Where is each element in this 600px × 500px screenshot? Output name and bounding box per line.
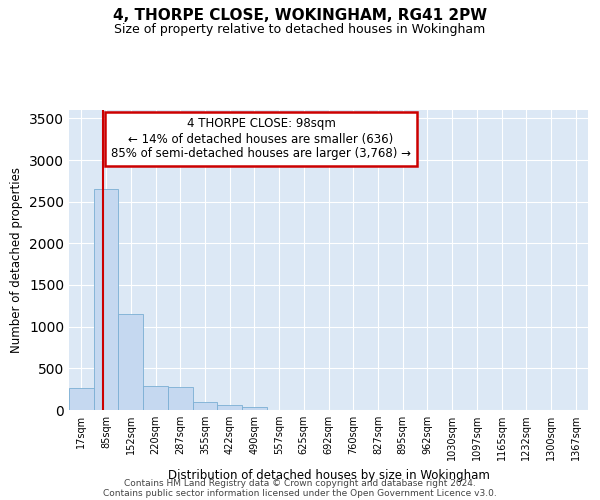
Text: Contains public sector information licensed under the Open Government Licence v3: Contains public sector information licen…	[103, 488, 497, 498]
X-axis label: Distribution of detached houses by size in Wokingham: Distribution of detached houses by size …	[167, 468, 490, 481]
Bar	[69, 388, 94, 410]
Bar	[242, 407, 267, 410]
Text: Contains HM Land Registry data © Crown copyright and database right 2024.: Contains HM Land Registry data © Crown c…	[124, 478, 476, 488]
Bar	[168, 386, 193, 410]
Bar	[118, 314, 143, 410]
Bar	[217, 404, 242, 410]
Y-axis label: Number of detached properties: Number of detached properties	[10, 167, 23, 353]
Bar	[143, 386, 168, 410]
Text: Size of property relative to detached houses in Wokingham: Size of property relative to detached ho…	[115, 22, 485, 36]
Bar	[193, 402, 217, 410]
Text: 4, THORPE CLOSE, WOKINGHAM, RG41 2PW: 4, THORPE CLOSE, WOKINGHAM, RG41 2PW	[113, 8, 487, 22]
Text: 4 THORPE CLOSE: 98sqm
← 14% of detached houses are smaller (636)
85% of semi-det: 4 THORPE CLOSE: 98sqm ← 14% of detached …	[111, 118, 411, 160]
Bar	[94, 189, 118, 410]
